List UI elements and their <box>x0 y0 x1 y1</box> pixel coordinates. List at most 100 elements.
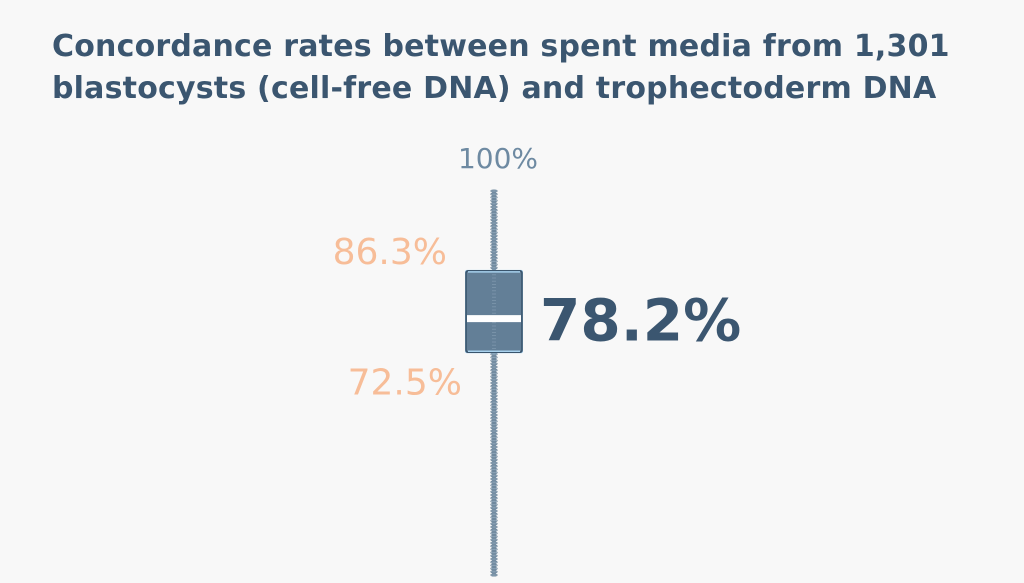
whisker-bead <box>490 554 498 558</box>
whisker-bead <box>490 467 498 471</box>
whisker-bead <box>490 243 498 247</box>
whisker-bead <box>490 496 498 500</box>
max-value-label: 100% <box>458 142 538 175</box>
whisker-bead <box>490 199 498 203</box>
whisker-bead <box>490 368 498 372</box>
whisker-bead <box>490 458 498 462</box>
whisker-bead <box>490 365 498 369</box>
whisker-bead <box>490 451 498 455</box>
whisker-bead <box>490 253 498 257</box>
whisker-bead <box>490 195 498 199</box>
chart-title-line-2: blastocysts (cell-free DNA) and trophect… <box>52 71 937 106</box>
whisker-bead <box>490 439 498 443</box>
whisker-bead <box>490 375 498 379</box>
interquartile-box <box>465 270 523 354</box>
whisker-bead <box>490 407 498 411</box>
whisker-bead <box>490 400 498 404</box>
box <box>465 269 523 354</box>
whisker-bead <box>490 227 498 231</box>
chart-title-line-1: Concordance rates between spent media fr… <box>52 29 950 64</box>
whisker-bead <box>490 563 498 567</box>
whisker-bead <box>490 522 498 526</box>
whisker-bead <box>490 557 498 561</box>
whisker-bead <box>490 560 498 564</box>
whisker-bead <box>490 266 498 270</box>
whisker-bead <box>490 445 498 449</box>
whisker-bead <box>490 416 498 420</box>
whisker-bead <box>490 208 498 212</box>
whisker-bead <box>490 487 498 491</box>
whisker-bead <box>490 429 498 433</box>
whisker-bead <box>490 218 498 222</box>
whisker-bead <box>490 474 498 478</box>
lower-quartile-label: 72.5% <box>348 362 462 403</box>
whisker-bead <box>490 378 498 382</box>
whisker-bead <box>490 231 498 235</box>
whisker-bead <box>490 384 498 388</box>
whisker-bead <box>490 215 498 219</box>
whisker-bead <box>490 234 498 238</box>
whisker-bead <box>490 461 498 465</box>
whisker-bead <box>490 419 498 423</box>
whisker-bead <box>490 403 498 407</box>
whisker <box>490 189 498 577</box>
upper-quartile-label: 86.3% <box>333 232 447 273</box>
whisker-bead <box>490 528 498 532</box>
whisker-bead <box>490 535 498 539</box>
whisker-bead <box>490 256 498 260</box>
median-value-label: 78.2% <box>540 287 741 355</box>
whisker-bead <box>490 211 498 215</box>
whisker-bead <box>490 371 498 375</box>
chart-title: Concordance rates between spent media fr… <box>52 26 992 110</box>
whisker-bead <box>490 381 498 385</box>
whisker-bead <box>490 464 498 468</box>
whisker-bead <box>490 426 498 430</box>
whisker-bead <box>490 240 498 244</box>
whisker-bead <box>490 541 498 545</box>
whisker-bead <box>490 538 498 542</box>
whisker-bead <box>490 573 498 577</box>
whisker-bead <box>490 499 498 503</box>
whisker-bead <box>490 509 498 513</box>
whisker-bead <box>490 493 498 497</box>
whisker-bead <box>490 490 498 494</box>
whisker-bead <box>490 202 498 206</box>
whisker-bead <box>490 551 498 555</box>
whisker-bead <box>490 355 498 359</box>
median-line <box>467 315 521 323</box>
whisker-bead <box>490 519 498 523</box>
whisker-bead <box>490 397 498 401</box>
whisker-bead <box>490 477 498 481</box>
whisker-bead <box>490 455 498 459</box>
whisker-bead <box>490 259 498 263</box>
whisker-bead <box>490 391 498 395</box>
whisker-bead <box>490 263 498 267</box>
whisker-bead <box>490 547 498 551</box>
whisker-bead <box>490 515 498 519</box>
whisker-bead <box>490 387 498 391</box>
whisker-line <box>492 190 496 576</box>
whisker-bead <box>490 448 498 452</box>
whisker-bead <box>490 224 498 228</box>
whisker-bead <box>490 506 498 510</box>
whisker-bead <box>490 423 498 427</box>
whisker-bead <box>490 362 498 366</box>
whisker-bead <box>490 435 498 439</box>
whisker-bead <box>490 442 498 446</box>
whisker-bead <box>490 247 498 251</box>
whisker-bead <box>490 221 498 225</box>
whisker-bead <box>490 531 498 535</box>
whisker-bead <box>490 480 498 484</box>
whisker-bead <box>490 192 498 196</box>
whisker-bead <box>490 189 498 193</box>
whisker-bead <box>490 471 498 475</box>
whisker-bead <box>490 359 498 363</box>
whisker-bead <box>490 512 498 516</box>
whisker-bead <box>490 544 498 548</box>
whisker-bead <box>490 413 498 417</box>
whisker-bead <box>490 570 498 574</box>
whisker-bead <box>490 237 498 241</box>
whisker-bead <box>490 432 498 436</box>
whisker-bead <box>490 503 498 507</box>
